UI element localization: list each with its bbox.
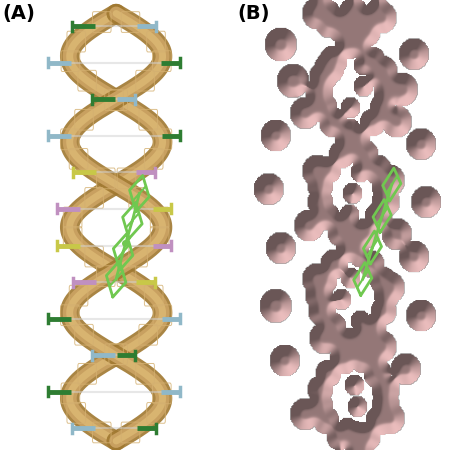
Text: (A): (A): [2, 4, 35, 23]
Text: (B): (B): [237, 4, 270, 23]
